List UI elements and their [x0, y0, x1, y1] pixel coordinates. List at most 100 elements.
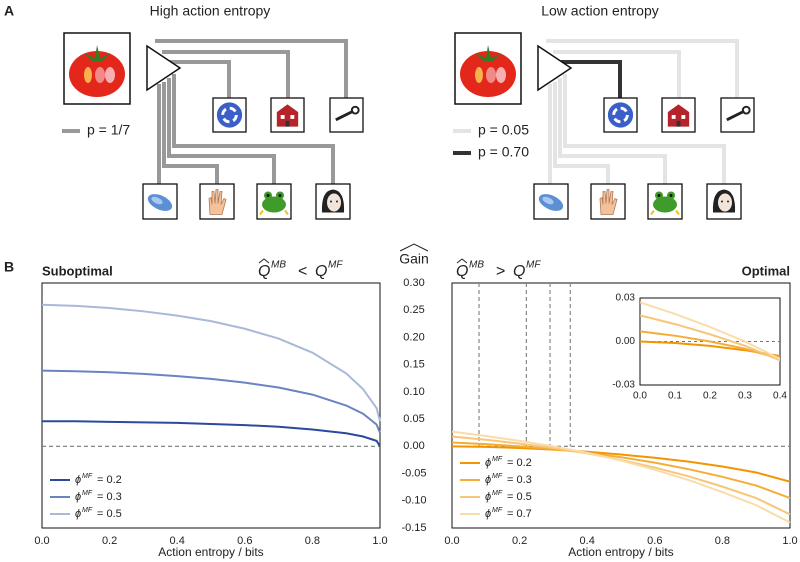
- legend-symbol: ϕ: [75, 474, 81, 486]
- circle-icon: [215, 100, 244, 130]
- x-tick-label: 0.4: [580, 535, 595, 547]
- inset-x-tick-label: 0.2: [703, 391, 717, 402]
- inset-y-tick-label: -0.03: [612, 380, 635, 391]
- legend-symbol: ϕ: [75, 491, 81, 503]
- policy-triangle: [146, 44, 182, 92]
- legend-sup: MF: [82, 490, 93, 497]
- legend-label: p = 0.05: [478, 122, 529, 138]
- connection: [558, 78, 667, 184]
- circle-icon: [606, 100, 635, 130]
- legend-symbol: ϕ: [485, 457, 491, 469]
- condition-q: Q: [258, 263, 270, 280]
- connection: [172, 74, 335, 184]
- legend-label: p = 1/7: [87, 122, 130, 138]
- y-axis-label: Gain: [399, 251, 429, 267]
- connection: [553, 82, 610, 184]
- connection: [563, 74, 726, 184]
- diagram-title: Low action entropy: [541, 3, 659, 19]
- hat: [399, 243, 429, 252]
- connections: [155, 39, 348, 184]
- legend-sup: MF: [82, 473, 93, 480]
- legend-sup: MF: [492, 456, 503, 463]
- condition-sup: MB: [271, 260, 286, 271]
- y-tick-label: 0.15: [403, 359, 424, 371]
- series-line: [41, 303, 381, 422]
- policy-triangle: [537, 44, 573, 92]
- condition-op: <: [298, 263, 307, 280]
- x-tick-label: 1.0: [782, 535, 797, 547]
- legend-symbol: ϕ: [75, 508, 81, 520]
- connection: [155, 39, 348, 98]
- x-axis-label: Action entropy / bits: [568, 545, 673, 559]
- connection: [162, 50, 290, 98]
- x-tick-label: 0.2: [102, 535, 117, 547]
- y-tick-label: 0.30: [403, 277, 424, 289]
- x-tick-label: 0.8: [715, 535, 730, 547]
- hat: [456, 258, 468, 264]
- series-line: [42, 420, 381, 447]
- y-tick-label: -0.15: [401, 522, 426, 534]
- condition-q: Q: [456, 263, 468, 280]
- connection: [553, 50, 681, 98]
- legend-symbol: ϕ: [485, 508, 491, 520]
- x-axis-label: Action entropy / bits: [158, 545, 263, 559]
- diagram-title: High action entropy: [150, 3, 271, 19]
- series-line: [41, 369, 381, 434]
- inset-y-tick-label: 0.00: [616, 336, 636, 347]
- panel-label: B: [4, 259, 14, 275]
- inset-x-tick-label: 0.4: [773, 391, 787, 402]
- connection: [162, 82, 219, 184]
- series-line: [451, 430, 791, 524]
- condition-q: Q: [315, 263, 327, 280]
- legend-label: = 0.7: [507, 508, 532, 520]
- legend-label: p = 0.70: [478, 144, 529, 160]
- y-tick-label: 0.00: [403, 440, 424, 452]
- connection: [170, 60, 231, 98]
- series-line: [640, 301, 780, 361]
- x-tick-label: 0.0: [34, 535, 49, 547]
- legend-sup: MF: [492, 490, 503, 497]
- x-tick-label: 0.6: [647, 535, 662, 547]
- legend-sup: MF: [492, 507, 503, 514]
- condition-q: Q: [513, 263, 525, 280]
- condition-sup: MF: [526, 260, 541, 271]
- inset-x-tick-label: 0.3: [738, 391, 752, 402]
- series-line: [640, 314, 780, 362]
- x-tick-label: 0.2: [512, 535, 527, 547]
- y-tick-label: -0.05: [401, 467, 426, 479]
- y-tick-label: -0.10: [401, 495, 426, 507]
- x-tick-label: 1.0: [372, 535, 387, 547]
- legend-label: = 0.3: [97, 491, 122, 503]
- x-tick-label: 0.6: [237, 535, 252, 547]
- plot-frame: [41, 282, 381, 529]
- legend-label: = 0.2: [507, 457, 532, 469]
- legend-label: = 0.5: [507, 491, 532, 503]
- x-tick-label: 0.8: [305, 535, 320, 547]
- series-line: [451, 441, 791, 499]
- condition-sup: MB: [469, 260, 484, 271]
- legend-sup: MF: [492, 473, 503, 480]
- connection: [561, 60, 622, 98]
- connection: [167, 78, 276, 184]
- condition-sup: MF: [328, 260, 343, 271]
- panel-label: A: [4, 3, 14, 19]
- legend-sup: MF: [82, 507, 93, 514]
- y-tick-label: 0.20: [403, 331, 424, 343]
- legend-symbol: ϕ: [485, 474, 491, 486]
- inset-y-tick-label: 0.03: [616, 293, 636, 304]
- x-tick-label: 0.4: [170, 535, 185, 547]
- connection: [546, 39, 739, 98]
- hat: [258, 258, 270, 264]
- y-tick-label: 0.10: [403, 386, 424, 398]
- legend-label: = 0.2: [97, 474, 122, 486]
- condition-op: >: [496, 263, 505, 280]
- series-line: [640, 330, 780, 360]
- diagram: [454, 32, 755, 220]
- inset-x-tick-label: 0.1: [668, 391, 682, 402]
- panel-title: Suboptimal: [42, 263, 113, 278]
- legend-symbol: ϕ: [485, 491, 491, 503]
- inset-x-tick-label: 0.0: [633, 391, 647, 402]
- diagram: [63, 32, 364, 220]
- connections: [546, 39, 739, 184]
